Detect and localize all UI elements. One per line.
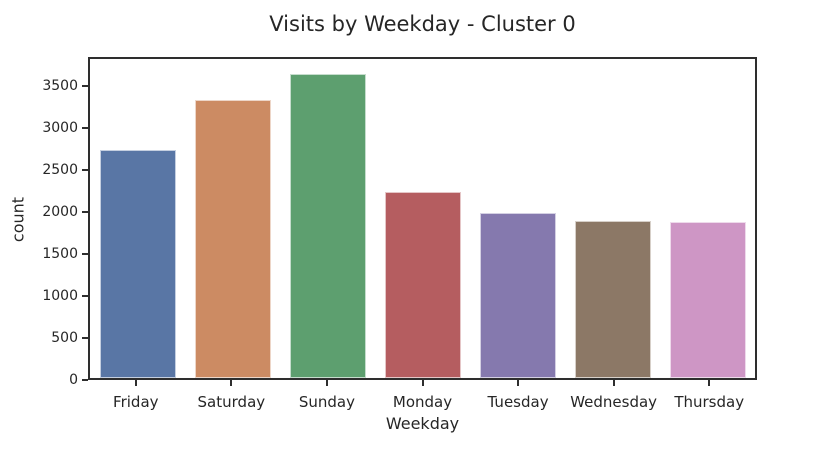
bar-slot-monday bbox=[375, 59, 470, 378]
x-tick-mark-sunday bbox=[325, 380, 328, 386]
x-tick-mark-monday bbox=[421, 380, 424, 386]
bar-slot-tuesday bbox=[470, 59, 565, 378]
bar-tuesday bbox=[479, 213, 556, 378]
chart-title: Visits by Weekday - Cluster 0 bbox=[269, 12, 576, 36]
y-tick-label-3000: 3000 bbox=[42, 120, 78, 137]
bar-sunday bbox=[289, 73, 366, 378]
y-tick-mark-2000 bbox=[82, 211, 88, 214]
y-tick-label-2500: 2500 bbox=[42, 162, 78, 179]
bar-monday bbox=[384, 191, 461, 378]
x-tick-label-monday: Monday bbox=[392, 393, 453, 411]
x-tick-mark-tuesday bbox=[517, 380, 520, 386]
bar-thursday bbox=[669, 222, 746, 378]
bar-slot-wednesday bbox=[565, 59, 660, 378]
y-tick-mark-3000 bbox=[82, 127, 88, 130]
bar-slot-saturday bbox=[185, 59, 280, 378]
y-tick-label-2000: 2000 bbox=[42, 204, 78, 221]
x-tick-label-friday: Friday bbox=[113, 393, 159, 411]
y-tick-mark-2500 bbox=[82, 169, 88, 172]
bar-slot-sunday bbox=[280, 59, 375, 378]
y-tick-label-0: 0 bbox=[69, 372, 78, 388]
bars-row bbox=[90, 59, 755, 378]
x-tick-mark-friday bbox=[134, 380, 137, 386]
bar-wednesday bbox=[574, 220, 651, 378]
y-tick-mark-1000 bbox=[82, 295, 88, 298]
x-tick-label-wednesday: Wednesday bbox=[570, 393, 658, 411]
x-axis-label: Weekday bbox=[385, 414, 460, 433]
y-tick-mark-0 bbox=[82, 379, 88, 381]
y-tick-label-1500: 1500 bbox=[42, 246, 78, 263]
x-tick-label-saturday: Saturday bbox=[197, 393, 266, 411]
y-tick-label-3500: 3500 bbox=[42, 78, 78, 95]
x-tick-label-tuesday: Tuesday bbox=[487, 393, 549, 411]
bar-slot-friday bbox=[90, 59, 185, 378]
y-tick-mark-3500 bbox=[82, 85, 88, 88]
x-tick-label-sunday: Sunday bbox=[298, 393, 355, 411]
bar-slot-thursday bbox=[660, 59, 755, 378]
bar-friday bbox=[99, 150, 176, 378]
x-tick-mark-wednesday bbox=[612, 380, 615, 386]
bar-saturday bbox=[194, 99, 271, 378]
x-tick-mark-saturday bbox=[230, 380, 233, 386]
y-tick-label-1000: 1000 bbox=[42, 288, 78, 305]
y-tick-mark-1500 bbox=[82, 253, 88, 256]
x-tick-label-thursday: Thursday bbox=[674, 393, 745, 411]
y-tick-label-500: 500 bbox=[51, 330, 78, 347]
plot-area bbox=[88, 57, 757, 380]
y-tick-mark-500 bbox=[82, 337, 88, 340]
x-tick-mark-thursday bbox=[708, 380, 711, 386]
